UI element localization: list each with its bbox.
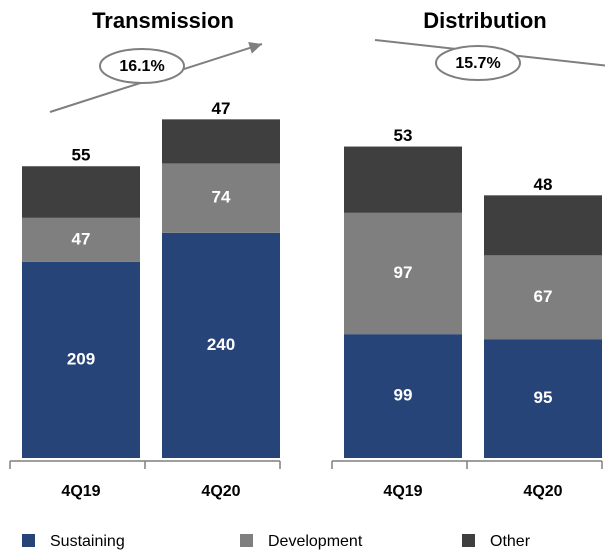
- value-label: 95: [534, 388, 553, 407]
- bar-segment: [22, 166, 140, 218]
- annotation: 16.1%: [119, 58, 164, 75]
- bar-segment: [344, 212, 462, 335]
- x-tick-label: 4Q20: [523, 483, 562, 500]
- bar-segment: [162, 232, 280, 458]
- value-label: 47: [72, 229, 91, 248]
- bar-segment: [22, 261, 140, 458]
- bar-segment: [484, 195, 602, 256]
- legend-swatch: [240, 534, 253, 547]
- x-tick-label: 4Q19: [61, 483, 100, 500]
- legend-swatch: [22, 534, 35, 547]
- arrow-head: [248, 42, 262, 54]
- annotation-bubble: [99, 48, 185, 84]
- value-label: 55: [72, 146, 91, 165]
- bar-segment: [344, 334, 462, 458]
- bar-segment: [22, 217, 140, 262]
- annotation-bubble: [435, 45, 521, 81]
- value-label: 99: [394, 386, 413, 405]
- legend-swatch: [462, 534, 475, 547]
- value-label: 240: [207, 335, 235, 354]
- chart-title: Distribution: [423, 8, 546, 33]
- x-tick-label: 4Q19: [383, 483, 422, 500]
- bar-segment: [484, 255, 602, 340]
- x-tick-label: 4Q20: [201, 483, 240, 500]
- value-label: 209: [67, 349, 95, 368]
- value-label: 47: [212, 99, 231, 118]
- bar-segment: [484, 339, 602, 458]
- bar-segment: [344, 146, 462, 213]
- legend-label: Development: [268, 533, 363, 550]
- legend-label: Other: [490, 533, 531, 550]
- bar-segment: [162, 119, 280, 164]
- annotation: 15.7%: [455, 55, 500, 72]
- value-label: 67: [534, 287, 553, 306]
- bar-segment: [162, 163, 280, 233]
- value-label: 48: [534, 175, 553, 194]
- value-label: 97: [394, 263, 413, 282]
- value-label: 74: [212, 188, 231, 207]
- chart-title: Transmission: [92, 8, 234, 33]
- legend-label: Sustaining: [50, 533, 125, 550]
- value-label: 53: [394, 126, 413, 145]
